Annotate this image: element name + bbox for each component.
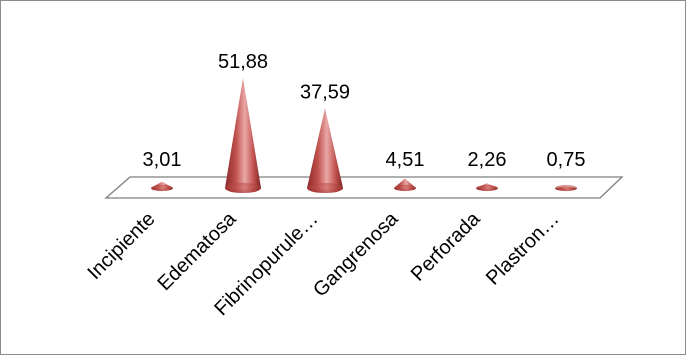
cone-base-5 — [476, 184, 498, 192]
cone-bar-3 — [307, 108, 343, 194]
cone-base-2 — [225, 182, 261, 194]
data-label-6: 0,75 — [547, 149, 586, 171]
cone-bar-2 — [225, 78, 261, 194]
category-label-1: Incipiente — [83, 208, 159, 284]
cone-base-4 — [394, 184, 416, 192]
cone-base-1 — [151, 184, 173, 192]
data-label-5: 2,26 — [468, 149, 507, 171]
data-label-1: 3,01 — [143, 149, 182, 171]
data-label-4: 4,51 — [386, 149, 425, 171]
category-label-2: Edematosa — [153, 207, 241, 295]
category-label-6: Plastron… — [482, 208, 564, 290]
cone-base-6 — [555, 184, 577, 192]
data-label-3: 37,59 — [300, 81, 350, 103]
chart-floor — [104, 176, 624, 199]
category-label-5: Perforada — [407, 207, 485, 285]
category-label-4: Gangrenosa — [309, 207, 403, 301]
cone-base-3 — [307, 182, 343, 194]
data-label-2: 51,88 — [218, 51, 268, 73]
